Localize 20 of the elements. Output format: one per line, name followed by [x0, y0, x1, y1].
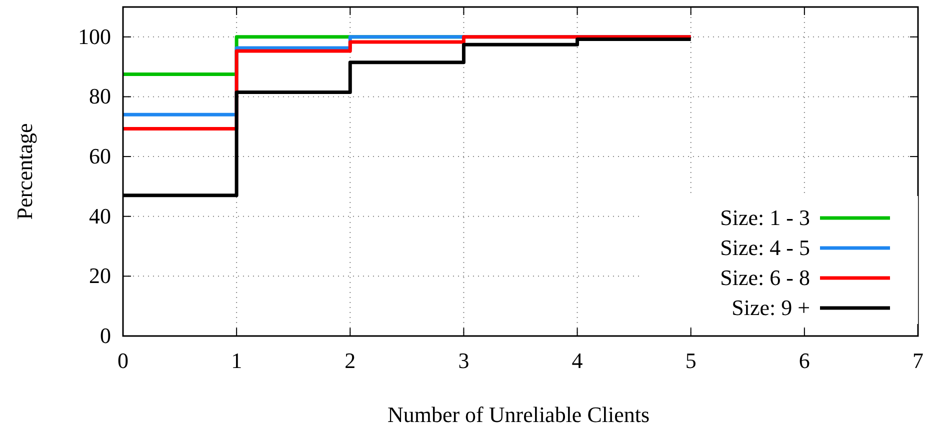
x-tick-label: 2 — [344, 348, 356, 373]
y-tick-label: 80 — [89, 84, 111, 109]
y-tick-label: 60 — [89, 144, 111, 169]
x-tick-label: 3 — [458, 348, 470, 373]
legend-label: Size: 4 - 5 — [720, 235, 810, 260]
x-tick-label: 7 — [912, 348, 924, 373]
y-tick-label: 0 — [100, 323, 111, 348]
y-tick-label: 20 — [89, 263, 111, 288]
x-tick-label: 5 — [685, 348, 696, 373]
y-axis-title: Percentage — [12, 123, 37, 220]
legend-label: Size: 6 - 8 — [720, 265, 810, 290]
legend-label: Size: 1 - 3 — [720, 205, 810, 230]
x-axis-title: Number of Unreliable Clients — [387, 402, 650, 427]
y-tick-label: 40 — [89, 203, 111, 228]
legend-label: Size: 9 + — [732, 295, 810, 320]
x-tick-label: 1 — [231, 348, 242, 373]
x-tick-label: 0 — [118, 348, 128, 373]
y-tick-label: 100 — [78, 24, 111, 49]
x-tick-label: 4 — [572, 348, 583, 373]
x-tick-label: 6 — [798, 348, 810, 373]
